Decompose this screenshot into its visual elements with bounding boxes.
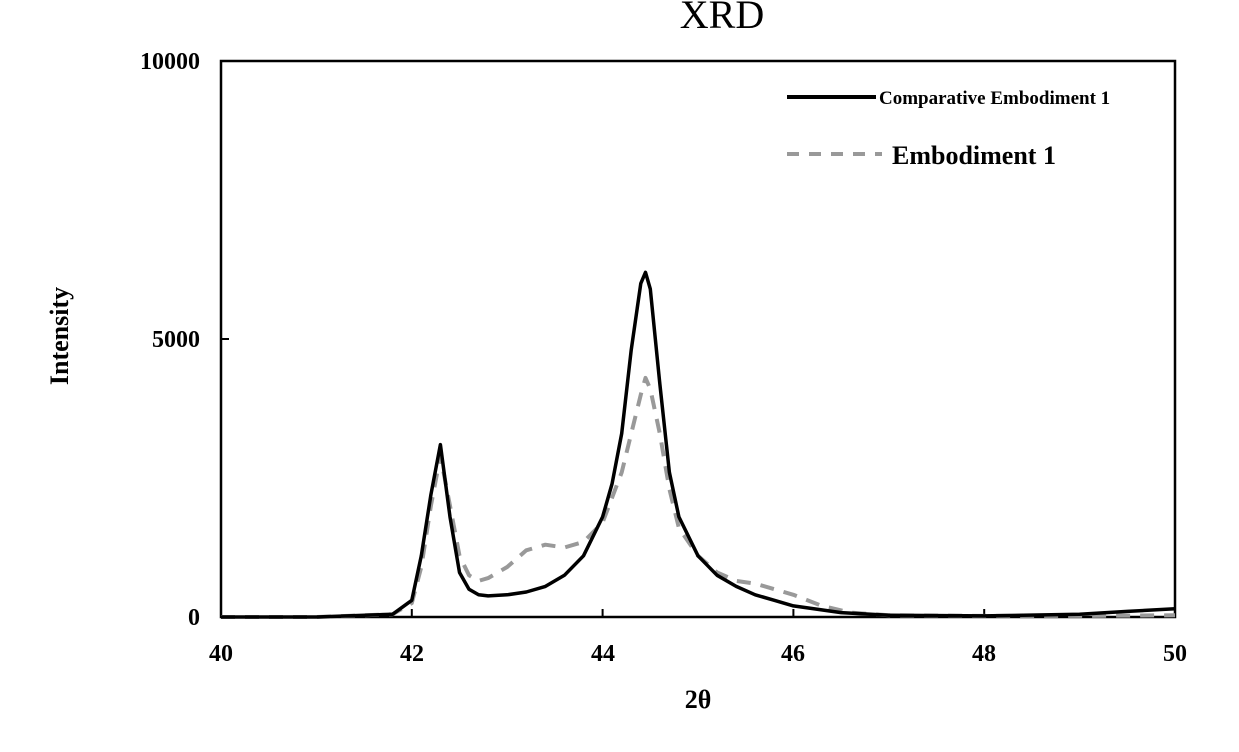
x-tick-label: 46 [781, 641, 805, 667]
x-tick-label: 48 [972, 641, 996, 667]
y-tick-label: 5000 [152, 327, 200, 353]
series-line-comparative-embodiment-1 [221, 272, 1175, 617]
x-axis-label: 2θ [685, 685, 712, 714]
legend: Comparative Embodiment 1 Embodiment 1 [787, 88, 1110, 170]
x-tick-label: 40 [209, 641, 233, 667]
legend-label: Comparative Embodiment 1 [879, 88, 1110, 109]
legend-label: Embodiment 1 [892, 141, 1056, 170]
series-lines [221, 272, 1175, 617]
x-tick-label: 44 [591, 641, 615, 667]
x-tick-label: 50 [1163, 641, 1187, 667]
series-line-embodiment-1 [221, 378, 1175, 617]
y-tick-label: 0 [188, 605, 200, 631]
chart-title: XRD [680, 0, 764, 37]
y-axis-label: Intensity [45, 287, 74, 385]
y-tick-label: 10000 [140, 49, 200, 75]
x-tick-label: 42 [400, 641, 424, 667]
